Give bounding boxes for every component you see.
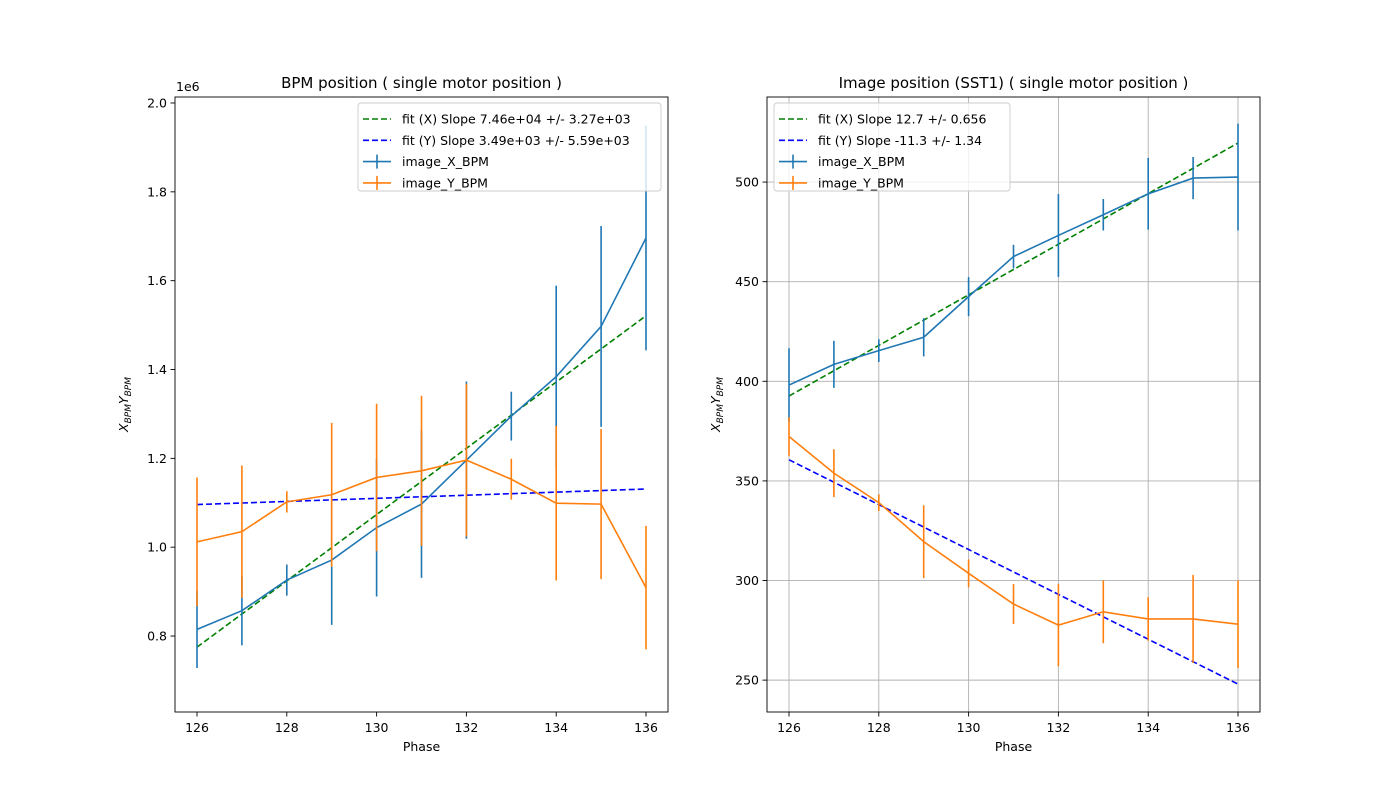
legend-item: fit (Y) Slope 3.49e+03 +/- 5.59e+03 — [363, 133, 630, 148]
legend-label: fit (Y) Slope -11.3 +/- 1.34 — [818, 133, 982, 148]
legend-label: image_X_BPM — [818, 154, 905, 169]
x-tick-label: 136 — [634, 720, 658, 735]
fit-line-y — [789, 460, 1238, 684]
x-tick-label: 126 — [777, 720, 801, 735]
legend-label: image_X_BPM — [402, 154, 489, 169]
series-image_Y_BPM — [197, 384, 646, 650]
legend-label: image_Y_BPM — [402, 175, 488, 190]
x-tick-label: 132 — [1046, 720, 1070, 735]
legend-item: fit (X) Slope 7.46e+04 +/- 3.27e+03 — [363, 112, 631, 127]
x-tick-label: 134 — [544, 720, 568, 735]
y-label-symbol: X — [116, 423, 131, 433]
y-label-subscript: BPM — [716, 404, 726, 424]
y-tick-label: 2.0 — [147, 95, 167, 110]
x-tick-label: 132 — [454, 720, 478, 735]
y-label-subscript: BPM — [124, 404, 134, 424]
legend-label: fit (X) Slope 7.46e+04 +/- 3.27e+03 — [402, 112, 631, 127]
x-tick-label: 128 — [867, 720, 891, 735]
y-tick-label: 500 — [735, 175, 759, 190]
legend: fit (X) Slope 7.46e+04 +/- 3.27e+03 fit (… — [358, 103, 661, 191]
y-tick-label: 450 — [735, 274, 759, 289]
x-tick-label: 130 — [957, 720, 981, 735]
y-label-subscript: BPM — [124, 377, 134, 397]
subplot-2: 126 128 130 132 134 136 250 300 350 400 450 500 Imag… — [708, 74, 1260, 754]
y-axis-label: XBPMYBPM — [708, 377, 726, 433]
series-image_Y_BPM — [789, 417, 1238, 668]
x-tick-label: 126 — [185, 720, 209, 735]
chart-title: BPM position ( single motor position ) — [281, 74, 562, 92]
x-tick-label: 128 — [275, 720, 299, 735]
x-tick-label: 136 — [1226, 720, 1250, 735]
legend-label: fit (Y) Slope 3.49e+03 +/- 5.59e+03 — [402, 133, 630, 148]
y-tick-label: 350 — [735, 473, 759, 488]
legend-label: fit (X) Slope 12.7 +/- 0.656 — [818, 112, 986, 127]
x-axis-label: Phase — [995, 739, 1033, 754]
x-tick-label: 134 — [1136, 720, 1160, 735]
y-tick-label: 300 — [735, 573, 759, 588]
y-label-symbol: X — [708, 423, 723, 433]
subplot-1: 126 128 130 132 134 136 0.8 1.0 1.2 1.4 1.6 1.8 2.0 1… — [116, 74, 668, 754]
y-tick-label: 1.0 — [147, 540, 167, 555]
chart-title: Image position (SST1) ( single motor pos… — [839, 74, 1189, 92]
y-offset-text: 1e6 — [176, 79, 200, 94]
legend: fit (X) Slope 12.7 +/- 0.656 fit (Y) Slop… — [774, 103, 1010, 191]
x-tick-label: 130 — [365, 720, 389, 735]
y-tick-label: 1.2 — [147, 451, 167, 466]
x-axis-label: Phase — [403, 739, 441, 754]
y-tick-label: 0.8 — [147, 629, 167, 644]
plot-area — [197, 126, 646, 668]
y-axis-label: XBPMYBPM — [116, 377, 134, 433]
y-tick-label: 1.8 — [147, 184, 167, 199]
y-tick-label: 1.4 — [147, 362, 167, 377]
y-tick-label: 1.6 — [147, 273, 167, 288]
plot-area — [789, 124, 1238, 684]
y-tick-label: 400 — [735, 374, 759, 389]
legend-label: image_Y_BPM — [818, 175, 904, 190]
series-line — [789, 177, 1238, 385]
y-label-subscript: BPM — [716, 377, 726, 397]
y-tick-label: 250 — [735, 673, 759, 688]
